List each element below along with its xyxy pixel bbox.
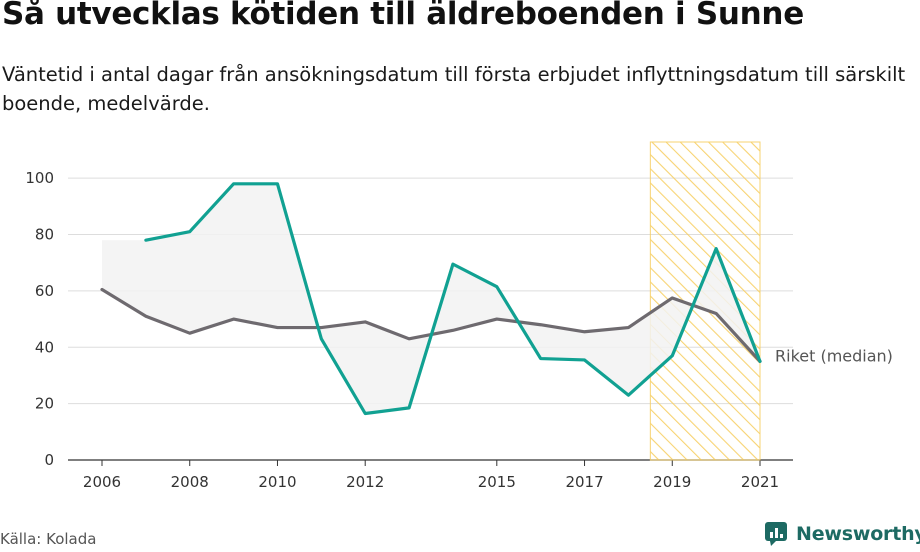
y-tick-label: 100 — [25, 169, 54, 187]
chart-title: Så utvecklas kötiden till äldreboenden i… — [2, 0, 804, 32]
chat-chart-icon — [765, 522, 787, 546]
x-tick-label: 2021 — [741, 473, 779, 491]
x-tick-label: 2010 — [258, 473, 296, 491]
x-tick-label: 2017 — [565, 473, 603, 491]
chart-subtitle: Väntetid i antal dagar från ansökningsda… — [2, 63, 906, 115]
x-tick-label: 2008 — [171, 473, 209, 491]
y-tick-label: 40 — [35, 338, 54, 356]
x-tick-label: 2015 — [478, 473, 516, 491]
difference-band — [102, 183, 760, 414]
newsworthy-logo: Newsworthy — [764, 521, 920, 547]
series-line-sunne — [144, 182, 762, 416]
y-tick-label: 0 — [44, 451, 54, 469]
y-tick-label: 60 — [35, 282, 54, 300]
brand-name: Newsworthy — [796, 523, 920, 545]
x-tick-label: 2012 — [346, 473, 384, 491]
x-tick-label: 2006 — [83, 473, 121, 491]
series-label-riket: Riket (median) — [775, 346, 893, 365]
y-tick-label: 20 — [35, 395, 54, 413]
source-note: Källa: Kolada — [0, 530, 97, 548]
x-tick-label: 2019 — [653, 473, 691, 491]
y-tick-label: 80 — [35, 226, 54, 244]
